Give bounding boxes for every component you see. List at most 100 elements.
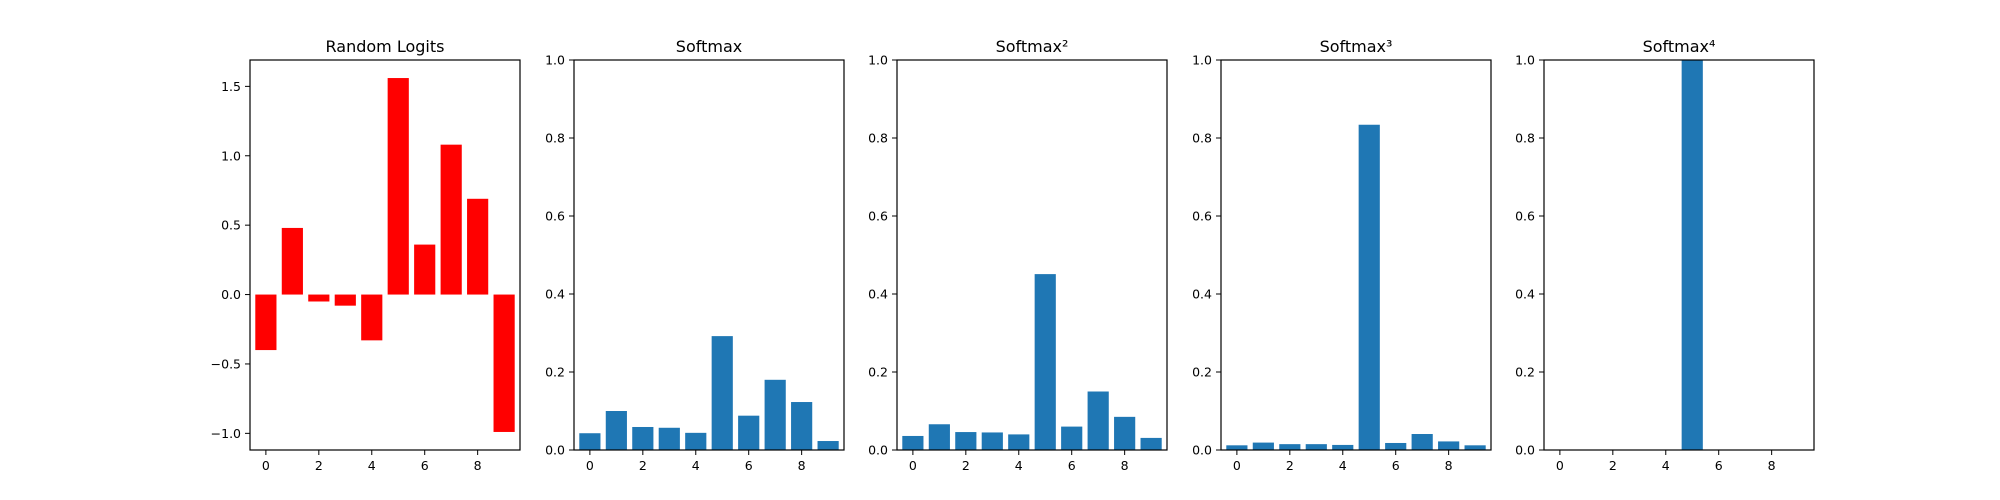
- bar-4: [361, 294, 383, 341]
- y-tick-label: 1.0: [545, 53, 565, 68]
- y-tick-label: 0.8: [868, 131, 888, 146]
- bar-4: [1332, 444, 1354, 450]
- bar-1: [281, 227, 303, 295]
- y-tick-label: 1.0: [1515, 53, 1535, 68]
- bar-2: [955, 432, 977, 450]
- x-tick-label: 2: [639, 458, 647, 473]
- x-tick-label: 8: [1768, 458, 1776, 473]
- x-tick-label: 2: [1609, 458, 1617, 473]
- bar-0: [255, 294, 277, 351]
- chart-title: Softmax³: [1320, 37, 1393, 56]
- x-tick-label: 4: [1015, 458, 1023, 473]
- bar-5: [1034, 274, 1056, 450]
- bar-5: [711, 336, 733, 450]
- bar-7: [440, 144, 462, 295]
- x-tick-label: 6: [1715, 458, 1723, 473]
- bar-1: [1252, 442, 1274, 450]
- y-tick-label: 0.4: [1515, 287, 1535, 302]
- y-tick-label: −0.5: [211, 356, 241, 371]
- bar-6: [1061, 426, 1083, 450]
- chart-title: Softmax²: [996, 37, 1069, 56]
- x-tick-label: 0: [1556, 458, 1564, 473]
- bar-8: [1438, 441, 1460, 450]
- y-tick-label: 1.0: [1192, 53, 1212, 68]
- chart-title: Softmax⁴: [1643, 37, 1716, 56]
- bar-2: [632, 426, 654, 450]
- bar-9: [1464, 445, 1486, 450]
- x-tick-label: 4: [368, 458, 376, 473]
- bar-0: [579, 433, 601, 450]
- y-tick-label: 0.2: [545, 365, 565, 380]
- y-tick-label: 0.6: [1192, 209, 1212, 224]
- y-tick-label: 0.0: [1192, 443, 1212, 458]
- y-tick-label: 0.8: [1515, 131, 1535, 146]
- x-tick-label: 8: [1121, 458, 1129, 473]
- bar-4: [1008, 434, 1030, 450]
- bars: [255, 78, 515, 432]
- bars: [902, 274, 1162, 450]
- bar-3: [658, 427, 680, 450]
- bars: [579, 336, 839, 450]
- y-tick-label: 0.8: [545, 131, 565, 146]
- y-tick-label: 0.0: [545, 443, 565, 458]
- x-tick-label: 2: [1286, 458, 1294, 473]
- subplot-1: 0 2 4 6 8 −1.0 −0.5 0.0 0.5 1.0 1.5 Random Logits: [211, 37, 521, 473]
- bar-7: [764, 379, 786, 450]
- y-tick-label: 0.6: [545, 209, 565, 224]
- y-tick-label: 0.4: [868, 287, 888, 302]
- subplot-3: 0 2 4 6 8 0.0 0.2 0.4 0.6 0.8 1.0 Softmax²: [868, 37, 1168, 473]
- bar-2: [1279, 444, 1301, 450]
- x-tick-label: 6: [421, 458, 429, 473]
- x-tick-label: 4: [1339, 458, 1347, 473]
- y-tick-label: 0.0: [1515, 443, 1535, 458]
- bar-9: [1140, 437, 1162, 450]
- subplot-2: 0 2 4 6 8 0.0 0.2 0.4 0.6 0.8 1.0 Softmax: [545, 37, 845, 473]
- x-tick-label: 4: [692, 458, 700, 473]
- bar-7: [1411, 434, 1433, 450]
- x-tick-label: 0: [909, 458, 917, 473]
- axes-frame: [896, 59, 1168, 451]
- bar-3: [1305, 444, 1327, 450]
- subplot-4: 0 2 4 6 8 0.0 0.2 0.4 0.6 0.8 1.0 Softmax³: [1192, 37, 1492, 473]
- y-tick-label: 0.6: [868, 209, 888, 224]
- bars: [1226, 124, 1486, 450]
- chart-title: Random Logits: [326, 37, 445, 56]
- axes-frame: [573, 59, 845, 451]
- x-tick-label: 0: [586, 458, 594, 473]
- axes-frame: [249, 59, 521, 451]
- y-tick-label: 0.2: [868, 365, 888, 380]
- bar-8: [467, 198, 489, 295]
- bar-5: [1681, 60, 1703, 450]
- x-tick-label: 4: [1662, 458, 1670, 473]
- y-tick-label: 0.5: [221, 218, 241, 233]
- y-tick-label: 1.0: [221, 148, 241, 163]
- y-tick-label: 0.2: [1515, 365, 1535, 380]
- x-tick-label: 8: [1445, 458, 1453, 473]
- x-tick-label: 6: [1392, 458, 1400, 473]
- x-tick-label: 8: [474, 458, 482, 473]
- y-tick-label: 1.5: [221, 79, 241, 94]
- subplot-5: 0 2 4 6 8 0.0 0.2 0.4 0.6 0.8 1.0 Softmax⁴: [1515, 37, 1815, 473]
- bar-0: [902, 435, 924, 450]
- bar-6: [414, 244, 436, 295]
- bar-5: [1358, 124, 1380, 450]
- bar-0: [1226, 445, 1248, 450]
- bar-9: [817, 441, 839, 450]
- axes-frame: [1543, 59, 1815, 451]
- bar-1: [928, 424, 950, 450]
- axes-frame: [1220, 59, 1492, 451]
- y-tick-label: 0.0: [868, 443, 888, 458]
- y-tick-label: −1.0: [211, 426, 241, 441]
- bar-1: [605, 411, 627, 450]
- bar-5: [387, 78, 409, 295]
- bar-2: [308, 294, 330, 302]
- x-tick-label: 6: [745, 458, 753, 473]
- y-tick-label: 0.6: [1515, 209, 1535, 224]
- y-tick-label: 0.0: [221, 287, 241, 302]
- x-tick-label: 8: [798, 458, 806, 473]
- x-tick-label: 0: [1233, 458, 1241, 473]
- bar-9: [493, 294, 515, 432]
- bar-4: [685, 432, 707, 450]
- x-tick-label: 2: [315, 458, 323, 473]
